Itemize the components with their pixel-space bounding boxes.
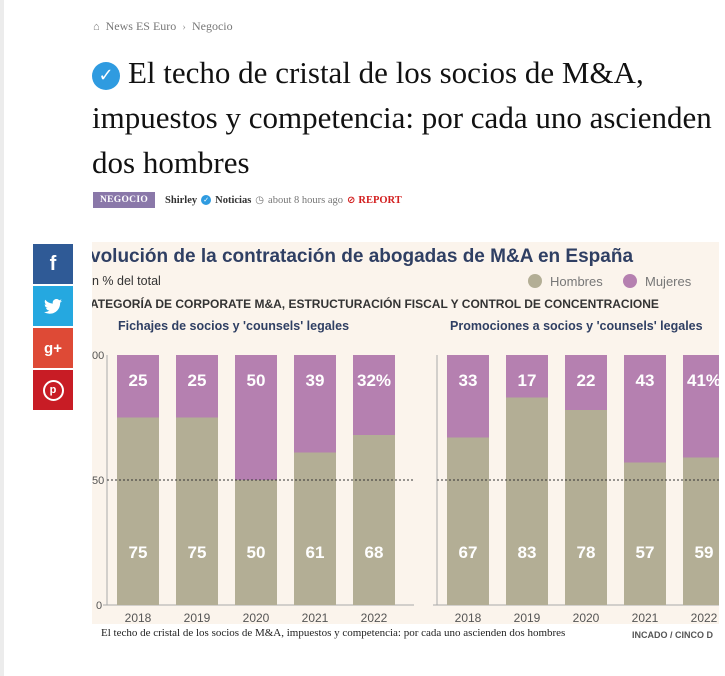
panel-title-fichajes: Fichajes de socios y 'counsels' legales	[118, 319, 349, 333]
article-meta: NEGOCIO Shirley ✓ Noticias ◷ about 8 hou…	[93, 192, 402, 208]
breadcrumb: ⌂ News ES Euro › Negocio	[93, 19, 233, 34]
category-badge[interactable]: NEGOCIO	[93, 192, 156, 208]
breadcrumb-home-link[interactable]: News ES Euro	[105, 19, 177, 33]
chart-image: volución de la contratación de abogadas …	[92, 242, 719, 624]
x-tick-label: 2019	[514, 611, 541, 624]
home-icon: ⌂	[93, 20, 100, 33]
bar-hombres-2019	[176, 417, 218, 605]
author-name[interactable]: Shirley	[165, 194, 198, 206]
y-tick-label: 00	[92, 350, 104, 362]
googleplus-share-button[interactable]: g+	[33, 328, 73, 368]
x-tick-label: 2020	[243, 611, 270, 624]
data-label-hombres: 75	[129, 543, 148, 562]
x-tick-label: 2019	[184, 611, 211, 624]
bar-mujeres-2021	[624, 355, 666, 463]
data-label-hombres: 83	[518, 543, 537, 562]
x-tick-label: 2022	[361, 611, 388, 624]
data-label-mujeres: 41%	[687, 371, 719, 390]
pinterest-share-button[interactable]: p	[33, 370, 73, 410]
legend-mujeres-label: Mujeres	[645, 274, 692, 289]
x-tick-label: 2018	[455, 611, 482, 624]
report-link[interactable]: ⊘ REPORT	[347, 195, 402, 206]
y-tick-label: 0	[96, 600, 102, 612]
chart-svg: volución de la contratación de abogadas …	[92, 246, 719, 624]
clock-icon: ◷	[255, 194, 265, 206]
bar-hombres-2020	[565, 410, 607, 605]
verified-check-icon: ✓	[92, 62, 120, 90]
bar-hombres-2019	[506, 397, 548, 605]
y-tick-label: 50	[92, 475, 104, 487]
data-label-mujeres: 50	[247, 371, 266, 390]
chart-source: INCADO / CINCO D	[632, 630, 713, 640]
data-label-mujeres: 17	[518, 371, 537, 390]
data-label-hombres: 50	[247, 543, 266, 562]
x-tick-label: 2022	[691, 611, 718, 624]
googleplus-icon: g+	[44, 339, 62, 357]
data-label-mujeres: 33	[459, 371, 478, 390]
legend-hombres-label: Hombres	[550, 274, 603, 289]
breadcrumb-section-link[interactable]: Negocio	[191, 19, 233, 33]
bar-hombres-2020	[235, 480, 277, 605]
data-label-hombres: 78	[577, 543, 596, 562]
data-label-hombres: 57	[636, 543, 655, 562]
facebook-icon: f	[49, 252, 57, 275]
panel-title-promociones: Promociones a socios y 'counsels' legale…	[450, 319, 703, 333]
bar-hombres-2021	[624, 462, 666, 605]
bar-mujeres-2022	[683, 355, 719, 458]
twitter-share-button[interactable]	[33, 286, 73, 326]
bar-mujeres-2018	[447, 355, 489, 438]
bar-mujeres-2019	[506, 355, 548, 398]
data-label-mujeres: 32%	[357, 371, 391, 390]
data-label-mujeres: 22	[577, 371, 596, 390]
x-tick-label: 2021	[302, 611, 329, 624]
bar-mujeres-2021	[294, 355, 336, 453]
article-title-text: El techo de cristal de los socios de M&A…	[92, 55, 712, 180]
data-label-hombres: 61	[306, 543, 325, 562]
data-label-mujeres: 43	[636, 371, 655, 390]
verified-icon: ✓	[201, 195, 212, 205]
article-title: ✓ El techo de cristal de los socios de M&…	[92, 50, 712, 185]
data-label-hombres: 75	[188, 543, 207, 562]
bar-mujeres-2020	[235, 355, 277, 480]
chart-title: volución de la contratación de abogadas …	[92, 246, 633, 267]
data-label-mujeres: 39	[306, 371, 325, 390]
bar-hombres-2022	[683, 457, 719, 605]
bar-mujeres-2020	[565, 355, 607, 410]
chevron-right-icon: ›	[182, 20, 186, 33]
data-label-hombres: 68	[365, 543, 384, 562]
chart-section-heading: ATEGORÍA DE CORPORATE M&A, ESTRUCTURACIÓ…	[92, 296, 659, 311]
x-tick-label: 2020	[573, 611, 600, 624]
bar-mujeres-2019	[176, 355, 218, 418]
page-edge	[0, 0, 4, 676]
author-group[interactable]: Noticias	[215, 194, 252, 206]
post-time: about 8 hours ago	[268, 194, 343, 206]
x-tick-label: 2018	[125, 611, 152, 624]
bar-mujeres-2022	[353, 355, 395, 435]
report-icon: ⊘	[346, 194, 356, 206]
bar-hombres-2018	[447, 437, 489, 605]
data-label-hombres: 67	[459, 543, 478, 562]
x-tick-label: 2021	[632, 611, 659, 624]
data-label-mujeres: 25	[129, 371, 148, 390]
facebook-share-button[interactable]: f	[33, 244, 73, 284]
chart-subtitle: n % del total	[92, 274, 161, 288]
bar-hombres-2022	[353, 435, 395, 605]
pinterest-icon: p	[42, 379, 64, 401]
bar-mujeres-2018	[117, 355, 159, 418]
bar-hombres-2021	[294, 452, 336, 605]
legend-hombres-swatch	[528, 274, 542, 288]
social-share-bar: f g+ p	[33, 244, 73, 412]
data-label-hombres: 59	[695, 543, 714, 562]
bar-hombres-2018	[117, 417, 159, 605]
legend-mujeres-swatch	[623, 274, 637, 288]
data-label-mujeres: 25	[188, 371, 207, 390]
report-label: REPORT	[358, 194, 402, 206]
twitter-icon	[44, 298, 62, 314]
image-caption: El techo de cristal de los socios de M&A…	[101, 627, 566, 639]
